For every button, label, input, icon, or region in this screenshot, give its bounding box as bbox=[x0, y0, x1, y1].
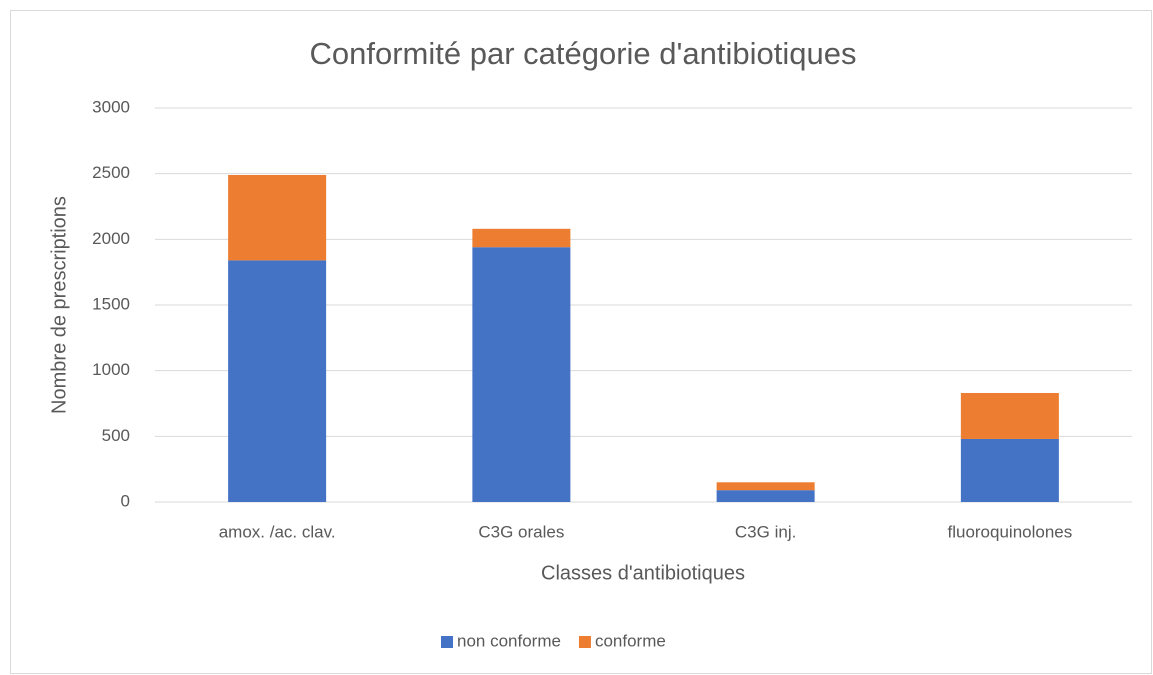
x-tick-label: amox. /ac. clav. bbox=[219, 522, 336, 541]
x-tick-label: C3G inj. bbox=[735, 522, 796, 541]
chart-title: Conformité par catégorie d'antibiotiques bbox=[309, 36, 856, 71]
bar-segment bbox=[960, 392, 1059, 439]
y-tick-label: 500 bbox=[102, 426, 130, 445]
bar-segment bbox=[228, 260, 327, 502]
y-tick-label: 3000 bbox=[92, 97, 130, 116]
y-tick-label: 0 bbox=[121, 491, 130, 510]
bar-segment bbox=[960, 438, 1059, 502]
y-tick-label: 2500 bbox=[92, 163, 130, 182]
chart-border bbox=[10, 10, 1152, 674]
y-axis-label: Nombre de prescriptions bbox=[48, 196, 70, 414]
y-tick-label: 1500 bbox=[92, 294, 130, 313]
legend-swatch bbox=[441, 636, 453, 648]
bar-segment bbox=[716, 482, 815, 491]
bar-segment bbox=[472, 228, 571, 248]
legend-label: conforme bbox=[595, 631, 666, 650]
bar-segment bbox=[228, 174, 327, 261]
y-tick-label: 2000 bbox=[92, 229, 130, 248]
x-tick-label: C3G orales bbox=[478, 522, 564, 541]
legend-swatch bbox=[578, 636, 591, 648]
x-axis-label: Classes d'antibiotiques bbox=[541, 562, 745, 584]
legend-label: non conforme bbox=[457, 631, 561, 650]
x-tick-label: fluoroquinolones bbox=[947, 522, 1072, 541]
y-tick-label: 1000 bbox=[92, 360, 130, 379]
bar-segment bbox=[716, 490, 815, 502]
bar-segment bbox=[472, 247, 571, 502]
